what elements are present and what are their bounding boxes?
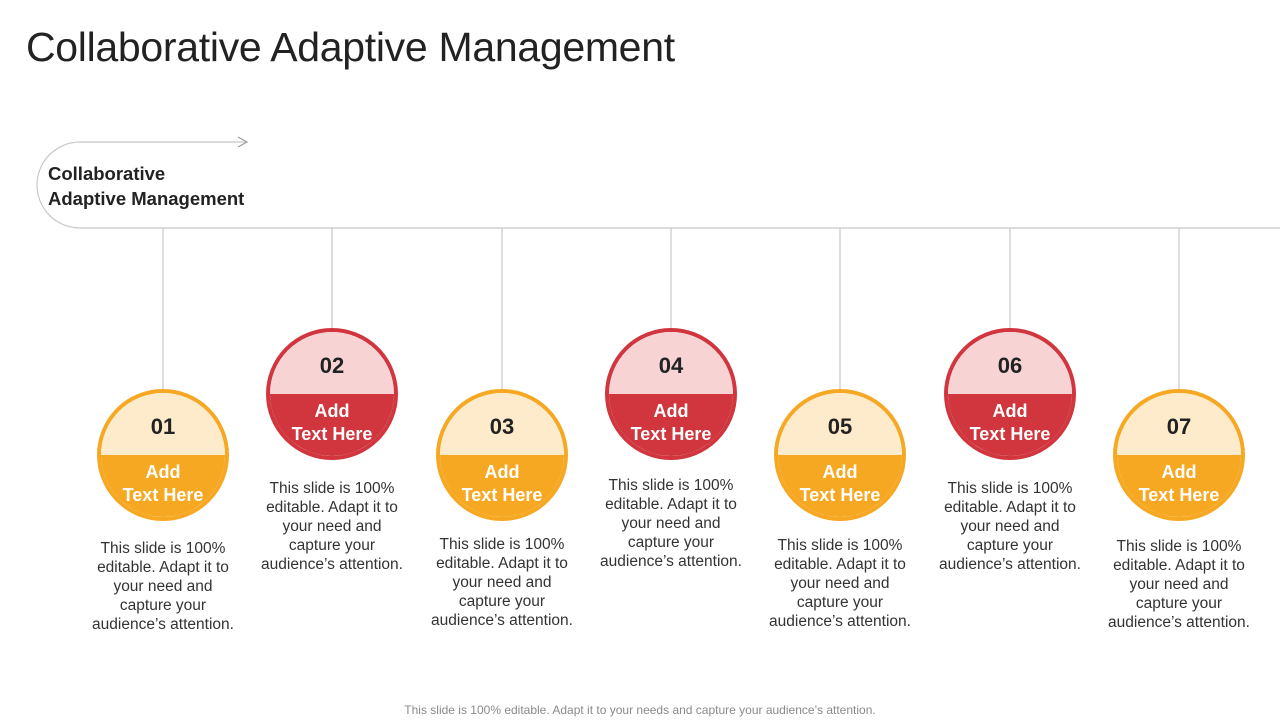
desc-line: audience’s attention.: [92, 616, 234, 633]
step-number: 03: [440, 393, 564, 455]
desc-line: your need and: [452, 574, 552, 591]
step-circle: 04 Add Text Here: [605, 328, 737, 460]
desc-line: capture your: [1135, 595, 1223, 612]
step-label-line2: Text Here: [1138, 485, 1220, 505]
step-circle: 02 Add Text Here: [266, 328, 398, 460]
desc-line: editable. Adapt it to: [266, 499, 398, 516]
desc-line: audience’s attention.: [1108, 614, 1250, 631]
step-label: Add Text Here: [101, 455, 225, 517]
step-circle: 07 Add Text Here: [1113, 389, 1245, 521]
step-label-line2: Text Here: [122, 485, 204, 505]
desc-line: capture your: [119, 597, 207, 614]
step-circle: 03 Add Text Here: [436, 389, 568, 521]
step-circle: 01 Add Text Here: [97, 389, 229, 521]
desc-line: audience’s attention.: [769, 613, 911, 630]
desc-line: This slide is 100%: [608, 477, 734, 494]
step-label-line2: Text Here: [799, 485, 881, 505]
step-number: 04: [609, 332, 733, 394]
step-description: This slide is 100% editable. Adapt it to…: [925, 479, 1095, 574]
desc-line: capture your: [288, 537, 376, 554]
desc-line: This slide is 100%: [439, 536, 565, 553]
step-label: Add Text Here: [948, 394, 1072, 456]
step-description: This slide is 100% editable. Adapt it to…: [78, 539, 248, 634]
step-description: This slide is 100% editable. Adapt it to…: [586, 476, 756, 571]
desc-line: your need and: [960, 518, 1060, 535]
step-number: 07: [1117, 393, 1241, 455]
step-label-line2: Text Here: [291, 424, 373, 444]
desc-line: editable. Adapt it to: [774, 556, 906, 573]
step-label-line1: Add: [145, 462, 181, 482]
desc-line: capture your: [966, 537, 1054, 554]
desc-line: editable. Adapt it to: [1113, 557, 1245, 574]
desc-line: your need and: [621, 515, 721, 532]
page-title: Collaborative Adaptive Management: [26, 24, 675, 70]
desc-line: audience’s attention.: [939, 556, 1081, 573]
step-label: Add Text Here: [778, 455, 902, 517]
step-label-line2: Text Here: [461, 485, 543, 505]
desc-line: editable. Adapt it to: [605, 496, 737, 513]
step-description: This slide is 100% editable. Adapt it to…: [755, 536, 925, 631]
desc-line: This slide is 100%: [947, 480, 1073, 497]
step-label: Add Text Here: [440, 455, 564, 517]
step-number: 02: [270, 332, 394, 394]
step-label-line1: Add: [484, 462, 520, 482]
step-circle: 06 Add Text Here: [944, 328, 1076, 460]
step-label: Add Text Here: [1117, 455, 1241, 517]
step-label-line2: Text Here: [969, 424, 1051, 444]
desc-line: your need and: [790, 575, 890, 592]
desc-line: capture your: [627, 534, 715, 551]
step-number: 05: [778, 393, 902, 455]
header-label-line2: Adaptive Management: [48, 188, 245, 209]
step-label-line1: Add: [1161, 462, 1197, 482]
desc-line: editable. Adapt it to: [436, 555, 568, 572]
desc-line: your need and: [113, 578, 213, 595]
step-description: This slide is 100% editable. Adapt it to…: [1094, 537, 1264, 632]
step-number: 06: [948, 332, 1072, 394]
desc-line: your need and: [1129, 576, 1229, 593]
desc-line: editable. Adapt it to: [97, 559, 229, 576]
step-label-line2: Text Here: [630, 424, 712, 444]
desc-line: your need and: [282, 518, 382, 535]
step-label-line1: Add: [822, 462, 858, 482]
arrow-head-icon: [237, 136, 249, 148]
desc-line: capture your: [796, 594, 884, 611]
step-label-line1: Add: [653, 401, 689, 421]
desc-line: This slide is 100%: [777, 537, 903, 554]
desc-line: audience’s attention.: [431, 612, 573, 629]
step-circle: 05 Add Text Here: [774, 389, 906, 521]
desc-line: This slide is 100%: [1116, 538, 1242, 555]
step-description: This slide is 100% editable. Adapt it to…: [247, 479, 417, 574]
step-description: This slide is 100% editable. Adapt it to…: [417, 535, 587, 630]
footer-note: This slide is 100% editable. Adapt it to…: [404, 703, 876, 717]
header-label: Collaborative Adaptive Management: [48, 161, 244, 211]
desc-line: audience’s attention.: [261, 556, 403, 573]
header-arc: [36, 141, 1280, 229]
desc-line: editable. Adapt it to: [944, 499, 1076, 516]
desc-line: audience’s attention.: [600, 553, 742, 570]
desc-line: This slide is 100%: [269, 480, 395, 497]
step-number: 01: [101, 393, 225, 455]
header-label-line1: Collaborative: [48, 163, 166, 184]
step-label: Add Text Here: [609, 394, 733, 456]
step-label-line1: Add: [992, 401, 1028, 421]
desc-line: capture your: [458, 593, 546, 610]
desc-line: This slide is 100%: [100, 540, 226, 557]
step-label-line1: Add: [314, 401, 350, 421]
step-label: Add Text Here: [270, 394, 394, 456]
